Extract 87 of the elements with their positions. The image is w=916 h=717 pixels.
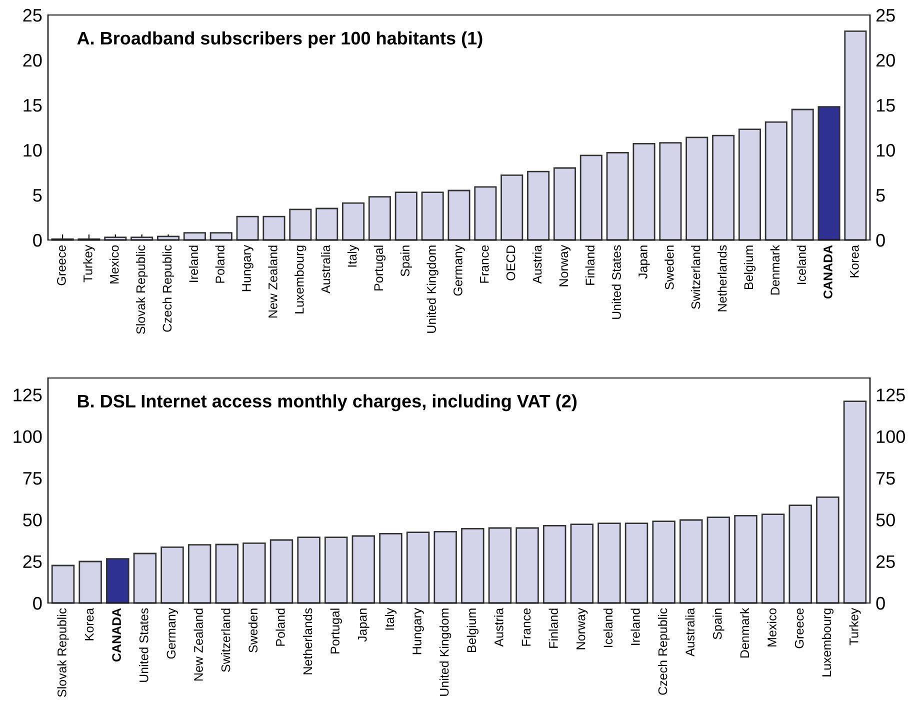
x-tick-label: Finland (548, 608, 558, 648)
x-tick-label: New Zealand (194, 608, 203, 680)
x-tick-label: Korea (84, 608, 94, 640)
x-tick-label: Greece (57, 245, 66, 286)
x-tick-label: Finland (585, 246, 595, 285)
y-tick-label: 50 (23, 514, 42, 526)
x-tick-label: Sweden (248, 608, 258, 652)
y2-tick-label: 5 (876, 189, 885, 202)
x-tick-label: Iceland (796, 246, 806, 284)
x-tick-label: Austria (532, 244, 542, 284)
x-tick-label: Germany (454, 244, 465, 296)
x-tick-label: Turkey (849, 608, 861, 646)
y2-tick-label: 0 (876, 596, 885, 610)
x-tick-label: Italy (384, 608, 397, 630)
y2-tick-label: 10 (876, 144, 895, 157)
x-tick-label: New Zealand (268, 246, 278, 318)
x-tick-label: OECD (506, 245, 516, 280)
y-tick-label: 0 (33, 234, 42, 247)
x-tick-label: Austria (494, 608, 504, 647)
y2-tick-label: 0 (876, 234, 885, 247)
x-tick-label: Spain (400, 246, 412, 276)
x-tick-label: Luxembourg (822, 608, 834, 676)
x-tick-label: Belgium (466, 608, 478, 652)
x-tick-label: United States (139, 608, 148, 682)
x-tick-label: Mexico (767, 608, 776, 646)
x-tick-label: France (480, 245, 489, 283)
x-tick-label: Sweden (664, 246, 674, 290)
x-tick-label: Switzerland (691, 246, 700, 309)
x-tick-label: United Kingdom (440, 608, 452, 696)
x-tick-label: Denmark (770, 244, 780, 295)
x-tick-label: Iceland (603, 608, 613, 648)
x-tick-label: Ireland (188, 246, 198, 282)
y-tick-label: 25 (23, 555, 42, 568)
x-tick-label: Australia (321, 244, 330, 294)
y-tick-label: 15 (24, 99, 42, 112)
y2-tick-label: 75 (876, 472, 895, 485)
y-tick-label: 0 (33, 596, 42, 610)
x-tick-label: Portugal (330, 608, 342, 654)
x-tick-label: Slovak Republic (136, 245, 148, 334)
x-tick-label: Australia (685, 608, 694, 656)
y2-tick-label: 100 (876, 430, 905, 444)
x-tick-label: France (522, 608, 531, 646)
y2-tick-label: 125 (876, 388, 905, 402)
x-tick-label: Portugal (374, 246, 386, 290)
x-tick-label: Norway (559, 244, 571, 286)
x-tick-label: Luxembourg (294, 246, 306, 314)
x-tick-label: Czech Republic (162, 245, 174, 332)
x-tick-label: Ireland (630, 608, 640, 645)
x-tick-label: Slovak Republic (57, 608, 69, 697)
x-tick-label: United States (612, 245, 621, 319)
y2-tick-label: 15 (876, 99, 895, 112)
x-tick-label: Japan (358, 608, 370, 642)
x-tick-label: Hungary (242, 244, 254, 292)
x-tick-label: Spain (712, 608, 724, 640)
x-tick-label: CANADA (112, 608, 121, 662)
x-tick-label: Japan (638, 246, 650, 279)
y-tick-label: 10 (24, 144, 42, 157)
x-tick-label: Korea (850, 244, 859, 278)
y2-tick-label: 25 (876, 555, 895, 568)
x-tick-label: Czech Republic (658, 608, 670, 695)
x-tick-label: CANADA (824, 245, 832, 299)
text: B. DSL Internet access monthly charges, including VAT (2) (78, 394, 577, 412)
x-tick-label: Mexico (110, 245, 119, 284)
y-tick-label: 100 (14, 430, 42, 444)
x-tick-label: Netherlands (717, 245, 727, 312)
y-tick-label: 5 (33, 189, 42, 202)
x-tick-label: Denmark (740, 608, 750, 658)
x-tick-label: Poland (215, 246, 224, 283)
x-tick-label: Greece (794, 608, 804, 648)
x-tick-label: Netherlands (302, 608, 312, 674)
y-tick-label: 25 (23, 8, 42, 22)
y-tick-label: 125 (14, 388, 42, 402)
x-tick-label: Turkey (83, 244, 95, 282)
y2-tick-label: 25 (876, 8, 895, 22)
y2-tick-label: 20 (876, 54, 895, 67)
x-tick-label: Norway (576, 608, 588, 650)
x-tick-label: Italy (347, 244, 360, 267)
y-tick-label: 20 (23, 54, 42, 67)
y2-tick-label: 50 (876, 514, 895, 526)
x-tick-label: Belgium (744, 246, 756, 289)
x-tick-label: Poland (276, 608, 285, 646)
x-tick-label: Germany (166, 608, 178, 659)
y-tick-label: 75 (23, 472, 42, 485)
text: A. Broadband subscribers per 100 habitants (1) (77, 31, 482, 48)
x-tick-label: Switzerland (221, 608, 230, 672)
x-tick-label: Hungary (412, 608, 424, 654)
x-tick-label: United Kingdom (426, 246, 438, 333)
